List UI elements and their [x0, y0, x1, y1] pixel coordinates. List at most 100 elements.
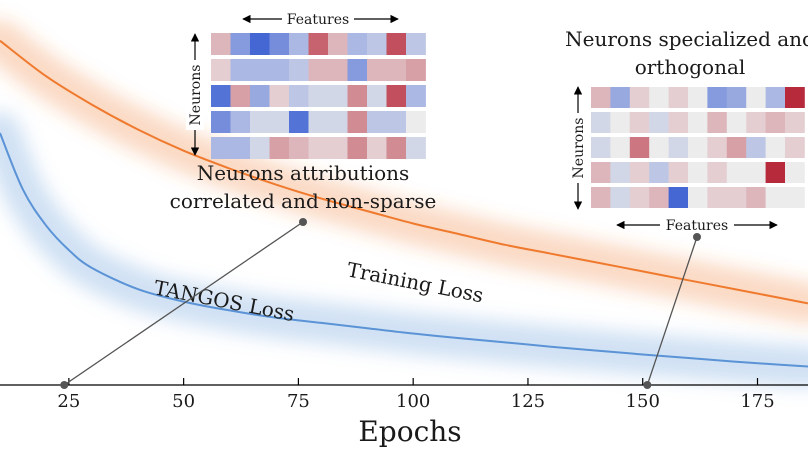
heatmap-cell — [707, 87, 728, 108]
heatmap-cell — [726, 112, 747, 133]
annotation-right-line1: Neurons specialized and — [565, 27, 808, 51]
heatmap-cell — [610, 187, 631, 208]
heatmap-cell — [746, 137, 766, 158]
heatmap-cell — [269, 59, 290, 81]
heatmap-cell — [591, 112, 611, 133]
heatmap-cell — [406, 33, 426, 55]
heatmap-cell — [386, 111, 407, 133]
heatmap-cell — [347, 59, 368, 81]
heatmap-cell — [688, 187, 708, 208]
heatmap-cell — [668, 162, 689, 183]
heatmap-cell — [785, 112, 805, 133]
heatmap-cell — [668, 137, 689, 158]
heatmap-specialized — [591, 87, 805, 208]
heatmap-left-neurons-label: Neurons — [188, 65, 204, 126]
heatmap-cell — [367, 111, 387, 133]
heatmap-cell — [649, 87, 669, 108]
annotation-right: Neurons specialized and orthogonal Neuro… — [565, 27, 808, 389]
heatmap-cell — [289, 85, 309, 107]
heatmap-cell — [688, 162, 708, 183]
heatmap-cell — [765, 137, 786, 158]
heatmap-cell — [746, 187, 766, 208]
heatmap-cell — [668, 112, 689, 133]
heatmap-cell — [765, 112, 786, 133]
x-tick-label: 150 — [626, 391, 660, 412]
heatmap-cell — [289, 111, 309, 133]
heatmap-cell — [668, 87, 689, 108]
heatmap-cell — [746, 112, 766, 133]
heatmap-cell — [269, 111, 290, 133]
x-tick-label: 75 — [287, 391, 310, 412]
heatmap-cell — [386, 137, 407, 159]
heatmap-cell — [328, 85, 348, 107]
heatmap-cell — [688, 137, 708, 158]
heatmap-cell — [649, 137, 669, 158]
heatmap-cell — [785, 162, 805, 183]
heatmap-cell — [591, 87, 611, 108]
x-tick-label: 125 — [511, 391, 545, 412]
heatmap-cell — [785, 187, 805, 208]
heatmap-cell — [785, 137, 805, 158]
heatmap-cell — [785, 87, 805, 108]
loss-lines — [0, 39, 808, 368]
heatmap-cell — [347, 85, 368, 107]
heatmap-cell — [328, 137, 348, 159]
heatmap-cell — [386, 33, 407, 55]
leader-dot-right-top — [693, 233, 701, 241]
heatmap-cell — [610, 162, 631, 183]
heatmap-cell — [211, 33, 231, 55]
heatmap-cell — [610, 137, 631, 158]
line-tangos-loss — [0, 132, 808, 368]
heatmap-cell — [649, 187, 669, 208]
annotation-right-line2: orthogonal — [635, 55, 746, 79]
leader-line-right — [646, 236, 698, 386]
heatmap-cell — [649, 162, 669, 183]
heatmap-right-neurons-label: Neurons — [571, 118, 587, 179]
leader-dot-left-top — [299, 218, 307, 226]
heatmap-cell — [765, 87, 786, 108]
heatmap-cell — [367, 85, 387, 107]
heatmap-cell — [707, 187, 728, 208]
leader-dot-right-bottom — [643, 381, 652, 389]
heatmap-cell — [230, 111, 251, 133]
heatmap-cell — [328, 33, 348, 55]
heatmap-cell — [289, 137, 309, 159]
heatmap-cell — [688, 112, 708, 133]
heatmap-cell — [367, 137, 387, 159]
heatmap-cell — [211, 85, 231, 107]
heatmap-cell — [406, 85, 426, 107]
heatmap-cell — [308, 137, 329, 159]
heatmap-cell — [250, 33, 270, 55]
heatmap-right-features-label: Features — [666, 218, 728, 234]
heatmap-cell — [649, 112, 669, 133]
heatmap-cell — [308, 111, 329, 133]
heatmap-cell — [629, 87, 650, 108]
heatmap-cell — [289, 59, 309, 81]
heatmap-cell — [250, 137, 270, 159]
heatmap-cell — [269, 137, 290, 159]
heatmap-cell — [289, 33, 309, 55]
heatmap-cell — [347, 137, 368, 159]
heatmap-cell — [367, 33, 387, 55]
heatmap-left-features-label: Features — [287, 12, 349, 28]
heatmap-cell — [347, 111, 368, 133]
heatmap-cell — [765, 187, 786, 208]
heatmap-cell — [610, 87, 631, 108]
heatmap-cell — [211, 59, 231, 81]
heatmap-cell — [386, 59, 407, 81]
x-tick-label: 175 — [740, 391, 774, 412]
heatmap-cell — [367, 59, 387, 81]
x-tick-label: 50 — [172, 391, 195, 412]
heatmap-cell — [308, 59, 329, 81]
heatmap-cell — [707, 137, 728, 158]
heatmap-cell — [629, 187, 650, 208]
leader-dot-left-bottom — [60, 381, 69, 389]
x-tick-label: 100 — [396, 391, 430, 412]
heatmap-cell — [726, 87, 747, 108]
series-label-training-loss: Training Loss — [345, 257, 485, 307]
x-tick-label: 25 — [57, 391, 80, 412]
heatmap-cell — [629, 112, 650, 133]
heatmap-correlated — [211, 33, 426, 159]
annotation-left-line2: correlated and non-sparse — [170, 189, 437, 213]
heatmap-cell — [746, 87, 766, 108]
